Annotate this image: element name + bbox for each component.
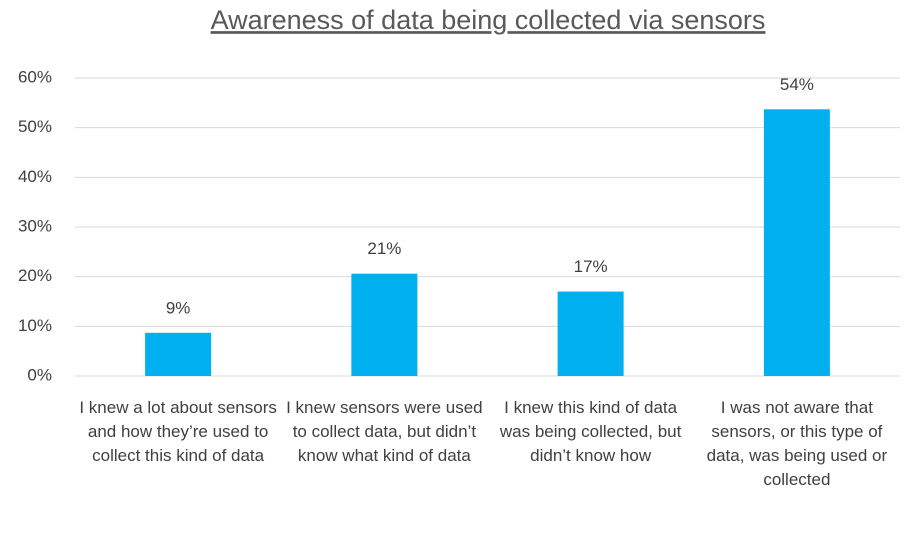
- y-tick-label: 10%: [18, 316, 52, 335]
- x-tick-label: I was not aware that sensors, or this ty…: [706, 398, 888, 489]
- data-label: 54%: [780, 75, 814, 94]
- bar: [557, 291, 624, 376]
- data-label: 17%: [574, 257, 608, 276]
- x-tick-label: I knew sensors were used to collect data…: [286, 398, 483, 465]
- data-label: 9%: [166, 298, 191, 317]
- y-tick-label: 30%: [18, 216, 52, 235]
- y-tick-label: 60%: [18, 67, 52, 86]
- y-tick-label: 50%: [18, 117, 52, 136]
- bar: [351, 273, 418, 376]
- y-tick-label: 20%: [18, 266, 52, 285]
- x-tick-label: I knew a lot about sensors and how they’…: [79, 398, 277, 465]
- y-tick-label: 40%: [18, 167, 52, 186]
- bar: [763, 109, 830, 376]
- x-tick-label: I knew this kind of data was being colle…: [499, 398, 682, 465]
- chart-title: Awareness of data being collected via se…: [211, 5, 766, 35]
- y-tick-label: 0%: [27, 365, 52, 384]
- bar: [145, 332, 212, 376]
- data-label: 21%: [367, 239, 401, 258]
